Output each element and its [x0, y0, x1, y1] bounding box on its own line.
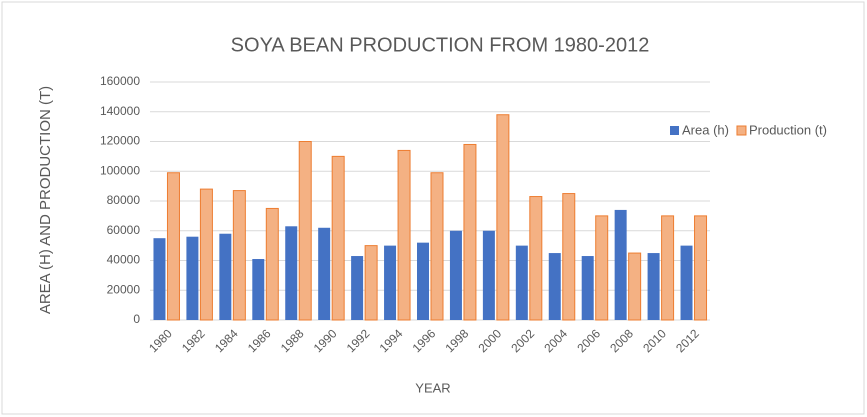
bar: [529, 196, 543, 321]
bar: [384, 245, 397, 320]
y-tick-label: 120000: [100, 134, 140, 148]
bar: [153, 238, 166, 320]
legend-label: Production (t): [749, 122, 827, 137]
chart-title: SOYA BEAN PRODUCTION FROM 1980-2012: [231, 34, 650, 56]
bar: [595, 215, 609, 321]
bar: [298, 141, 312, 321]
legend-label: Area (h): [682, 122, 729, 137]
bar: [581, 256, 594, 320]
bar: [232, 190, 246, 321]
y-tick-label: 40000: [107, 253, 141, 267]
bar: [318, 227, 331, 320]
bar: [166, 172, 180, 321]
bar: [449, 230, 462, 320]
bar: [186, 236, 199, 320]
bar: [661, 215, 675, 321]
bar: [548, 253, 561, 320]
bar: [430, 172, 444, 321]
legend-swatch: [736, 125, 747, 136]
bar: [628, 252, 642, 321]
y-axis-title: AREA (H) AND PRODUCTION (T): [37, 86, 54, 314]
bar: [219, 233, 232, 320]
x-axis-title: YEAR: [415, 380, 450, 395]
bar: [694, 215, 708, 321]
y-tick-label: 20000: [107, 282, 141, 296]
bar: [515, 245, 528, 320]
bar: [482, 230, 495, 320]
bar: [252, 259, 265, 320]
bar: [265, 207, 279, 321]
bar: [285, 226, 298, 320]
y-tick-label: 0: [133, 312, 140, 326]
y-tick-label: 100000: [100, 163, 140, 177]
bar: [463, 143, 477, 321]
y-tick-label: 60000: [107, 223, 141, 237]
bar: [364, 245, 378, 321]
bar: [496, 114, 510, 321]
bar: [397, 149, 411, 321]
bar: [199, 188, 213, 321]
bar: [680, 245, 693, 320]
y-tick-label: 140000: [100, 104, 140, 118]
bar: [351, 256, 364, 320]
bar: [331, 155, 345, 321]
bar: [614, 209, 627, 320]
bar: [647, 253, 660, 320]
legend-swatch: [670, 126, 679, 135]
bar: [417, 242, 429, 320]
y-tick-label: 160000: [100, 74, 140, 88]
bar: [562, 193, 576, 321]
y-tick-label: 80000: [107, 193, 141, 207]
